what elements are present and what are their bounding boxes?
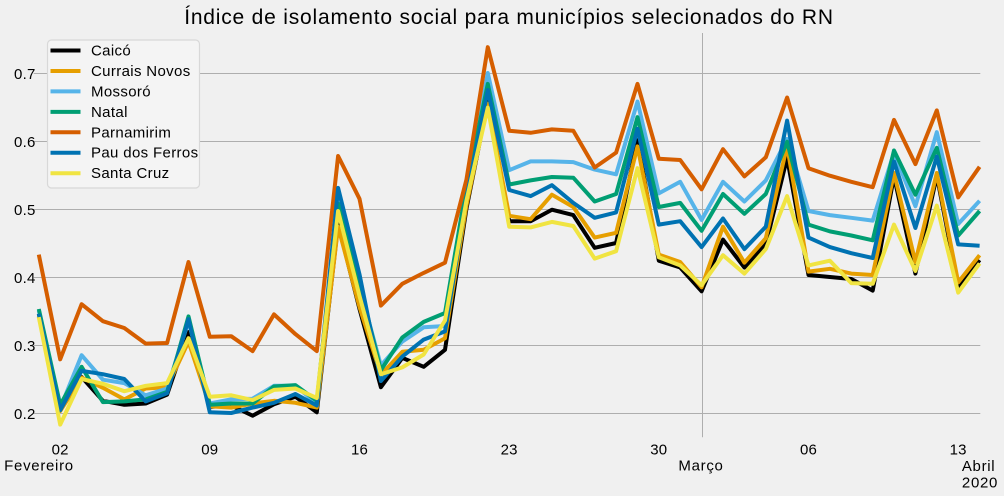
svg-text:Índice de isolamento social pa: Índice de isolamento social para municíp…: [184, 6, 834, 29]
svg-text:16: 16: [351, 442, 368, 459]
svg-text:23: 23: [501, 442, 518, 459]
svg-text:Abril: Abril: [962, 458, 996, 475]
svg-text:06: 06: [800, 442, 817, 459]
svg-text:Santa Cruz: Santa Cruz: [91, 165, 170, 182]
svg-text:02: 02: [52, 442, 69, 459]
svg-text:0.6: 0.6: [14, 134, 35, 151]
svg-text:Pau dos Ferros: Pau dos Ferros: [91, 145, 198, 162]
svg-text:Parnamirim: Parnamirim: [91, 124, 171, 141]
svg-text:Mossoró: Mossoró: [91, 83, 151, 100]
svg-text:Março: Março: [678, 458, 723, 475]
svg-text:Caicó: Caicó: [91, 43, 131, 60]
svg-text:0.3: 0.3: [14, 338, 35, 355]
svg-text:Fevereiro: Fevereiro: [4, 458, 74, 475]
svg-text:0.5: 0.5: [14, 202, 35, 219]
svg-text:0.2: 0.2: [14, 406, 35, 423]
svg-text:30: 30: [650, 442, 667, 459]
svg-text:0.4: 0.4: [14, 270, 35, 287]
svg-text:13: 13: [950, 442, 967, 459]
svg-text:0.7: 0.7: [14, 66, 35, 83]
svg-text:Currais Novos: Currais Novos: [91, 63, 191, 80]
svg-text:09: 09: [201, 442, 218, 459]
svg-text:2020: 2020: [962, 475, 998, 492]
svg-text:Natal: Natal: [91, 104, 128, 121]
